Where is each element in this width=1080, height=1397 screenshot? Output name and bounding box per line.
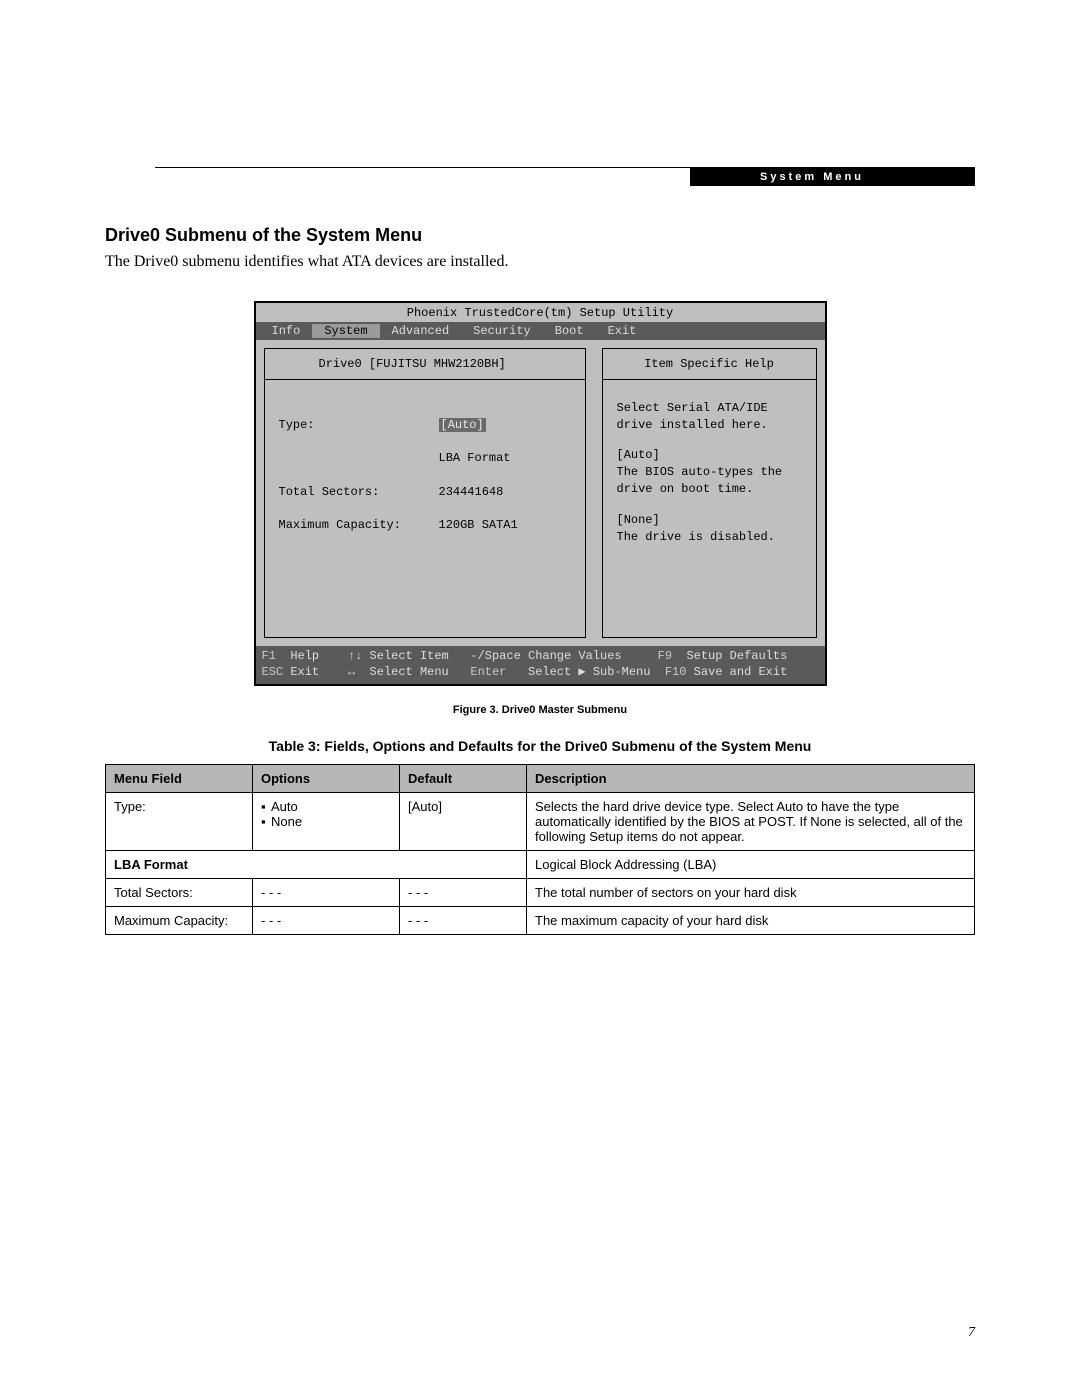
cell-default: - - -	[400, 879, 527, 907]
bios-menu-boot[interactable]: Boot	[543, 324, 596, 338]
option-item: Auto	[271, 799, 298, 814]
cell-description: Selects the hard drive device type. Sele…	[527, 793, 975, 851]
table-row: Type: ▪Auto ▪None [Auto] Selects the har…	[106, 793, 975, 851]
table-row: Maximum Capacity: - - - - - - The maximu…	[106, 907, 975, 935]
th-menu-field: Menu Field	[106, 765, 253, 793]
cell-lba-label: LBA Format	[106, 851, 527, 879]
bios-lba-label: LBA Format	[439, 450, 511, 467]
bullet-icon: ▪	[261, 814, 271, 829]
table-row: Total Sectors: - - - - - - The total num…	[106, 879, 975, 907]
spacer	[617, 433, 806, 447]
select-submenu-label: Select ▶ Sub-Menu	[528, 665, 650, 679]
section-title: Drive0 Submenu of the System Menu	[105, 225, 975, 246]
esc-key: ESC	[262, 665, 284, 679]
table-caption: Table 3: Fields, Options and Defaults fo…	[105, 738, 975, 754]
bios-right-pane: Item Specific Help Select Serial ATA/IDE…	[594, 340, 825, 646]
arrows-ud-icon: ↑↓	[348, 649, 362, 663]
enter-key: Enter	[470, 665, 506, 679]
change-values-label: Change Values	[528, 649, 622, 663]
bios-help-none-label: [None]	[617, 512, 806, 529]
bios-menu-system[interactable]: System	[312, 324, 379, 338]
bios-menu-exit[interactable]: Exit	[596, 324, 649, 338]
bios-menu-security[interactable]: Security	[461, 324, 543, 338]
bios-max-cap-value: 120GB SATA1	[439, 517, 518, 534]
th-description: Description	[527, 765, 975, 793]
cell-default: [Auto]	[400, 793, 527, 851]
f1-key: F1	[262, 649, 276, 663]
table-header-row: Menu Field Options Default Description	[106, 765, 975, 793]
bios-figure: Phoenix TrustedCore(tm) Setup Utility In…	[254, 301, 827, 686]
section-intro: The Drive0 submenu identifies what ATA d…	[105, 252, 975, 273]
bios-right-header: Item Specific Help	[602, 348, 817, 380]
spacer	[617, 498, 806, 512]
bullet-icon: ▪	[261, 799, 271, 814]
fields-table: Menu Field Options Default Description T…	[105, 764, 975, 935]
bios-lba-spacer	[279, 450, 439, 467]
bios-body: Drive0 [FUJITSU MHW2120BH] Type:[Auto] L…	[256, 340, 825, 646]
header-badge: System Menu	[690, 168, 975, 186]
f1-label: Help	[290, 649, 319, 663]
bios-total-sectors-value: 234441648	[439, 484, 504, 501]
bios-type-value[interactable]: [Auto]	[439, 418, 486, 432]
cell-menu-field: Maximum Capacity:	[106, 907, 253, 935]
bios-type-label: Type:	[279, 417, 439, 434]
bios-menu-info[interactable]: Info	[260, 324, 313, 338]
page: System Menu Drive0 Submenu of the System…	[0, 0, 1080, 1397]
f9-key: F9	[658, 649, 672, 663]
cell-options: ▪Auto ▪None	[253, 793, 400, 851]
select-item-label: Select Item	[370, 649, 449, 663]
page-number: 7	[968, 1325, 975, 1341]
cell-menu-field: Total Sectors:	[106, 879, 253, 907]
bios-total-sectors-label: Total Sectors:	[279, 484, 439, 501]
bios-help-line: The drive is disabled.	[617, 529, 806, 546]
bios-menu-bar: Info System Advanced Security Boot Exit	[256, 322, 825, 340]
f9-label: Setup Defaults	[686, 649, 787, 663]
bios-help-line: The BIOS auto-types the	[617, 464, 806, 481]
th-default: Default	[400, 765, 527, 793]
option-item: None	[271, 814, 302, 829]
bios-help-line: drive installed here.	[617, 417, 806, 434]
cell-options: - - -	[253, 907, 400, 935]
figure-caption: Figure 3. Drive0 Master Submenu	[105, 704, 975, 716]
cell-menu-field: Type:	[106, 793, 253, 851]
cell-default: - - -	[400, 907, 527, 935]
bios-help-line: Select Serial ATA/IDE	[617, 400, 806, 417]
bios-help-auto-label: [Auto]	[617, 447, 806, 464]
bios-left-content: Type:[Auto] LBA Format Total Sectors:234…	[264, 380, 586, 638]
arrows-lr-icon: ↔	[348, 665, 355, 679]
cell-options: - - -	[253, 879, 400, 907]
content-area: Drive0 Submenu of the System Menu The Dr…	[105, 225, 975, 935]
cell-description: The total number of sectors on your hard…	[527, 879, 975, 907]
bios-panel: Phoenix TrustedCore(tm) Setup Utility In…	[254, 301, 827, 686]
cell-description: The maximum capacity of your hard disk	[527, 907, 975, 935]
bios-max-cap-label: Maximum Capacity:	[279, 517, 439, 534]
esc-label: Exit	[290, 665, 319, 679]
bios-menu-advanced[interactable]: Advanced	[380, 324, 462, 338]
cell-lba-desc: Logical Block Addressing (LBA)	[527, 851, 975, 879]
table-subheader-row: LBA Format Logical Block Addressing (LBA…	[106, 851, 975, 879]
bios-help-content: Select Serial ATA/IDE drive installed he…	[602, 380, 817, 638]
bios-left-header: Drive0 [FUJITSU MHW2120BH]	[264, 348, 586, 380]
f10-key: F10	[665, 665, 687, 679]
bios-left-pane: Drive0 [FUJITSU MHW2120BH] Type:[Auto] L…	[256, 340, 594, 646]
th-options: Options	[253, 765, 400, 793]
bios-footer: F1 Help ↑↓ Select Item -/Space Change Va…	[256, 646, 825, 684]
f10-label: Save and Exit	[694, 665, 788, 679]
bios-help-line: drive on boot time.	[617, 481, 806, 498]
minus-space-label: -/Space	[470, 649, 520, 663]
bios-title: Phoenix TrustedCore(tm) Setup Utility	[256, 303, 825, 322]
select-menu-label: Select Menu	[370, 665, 449, 679]
